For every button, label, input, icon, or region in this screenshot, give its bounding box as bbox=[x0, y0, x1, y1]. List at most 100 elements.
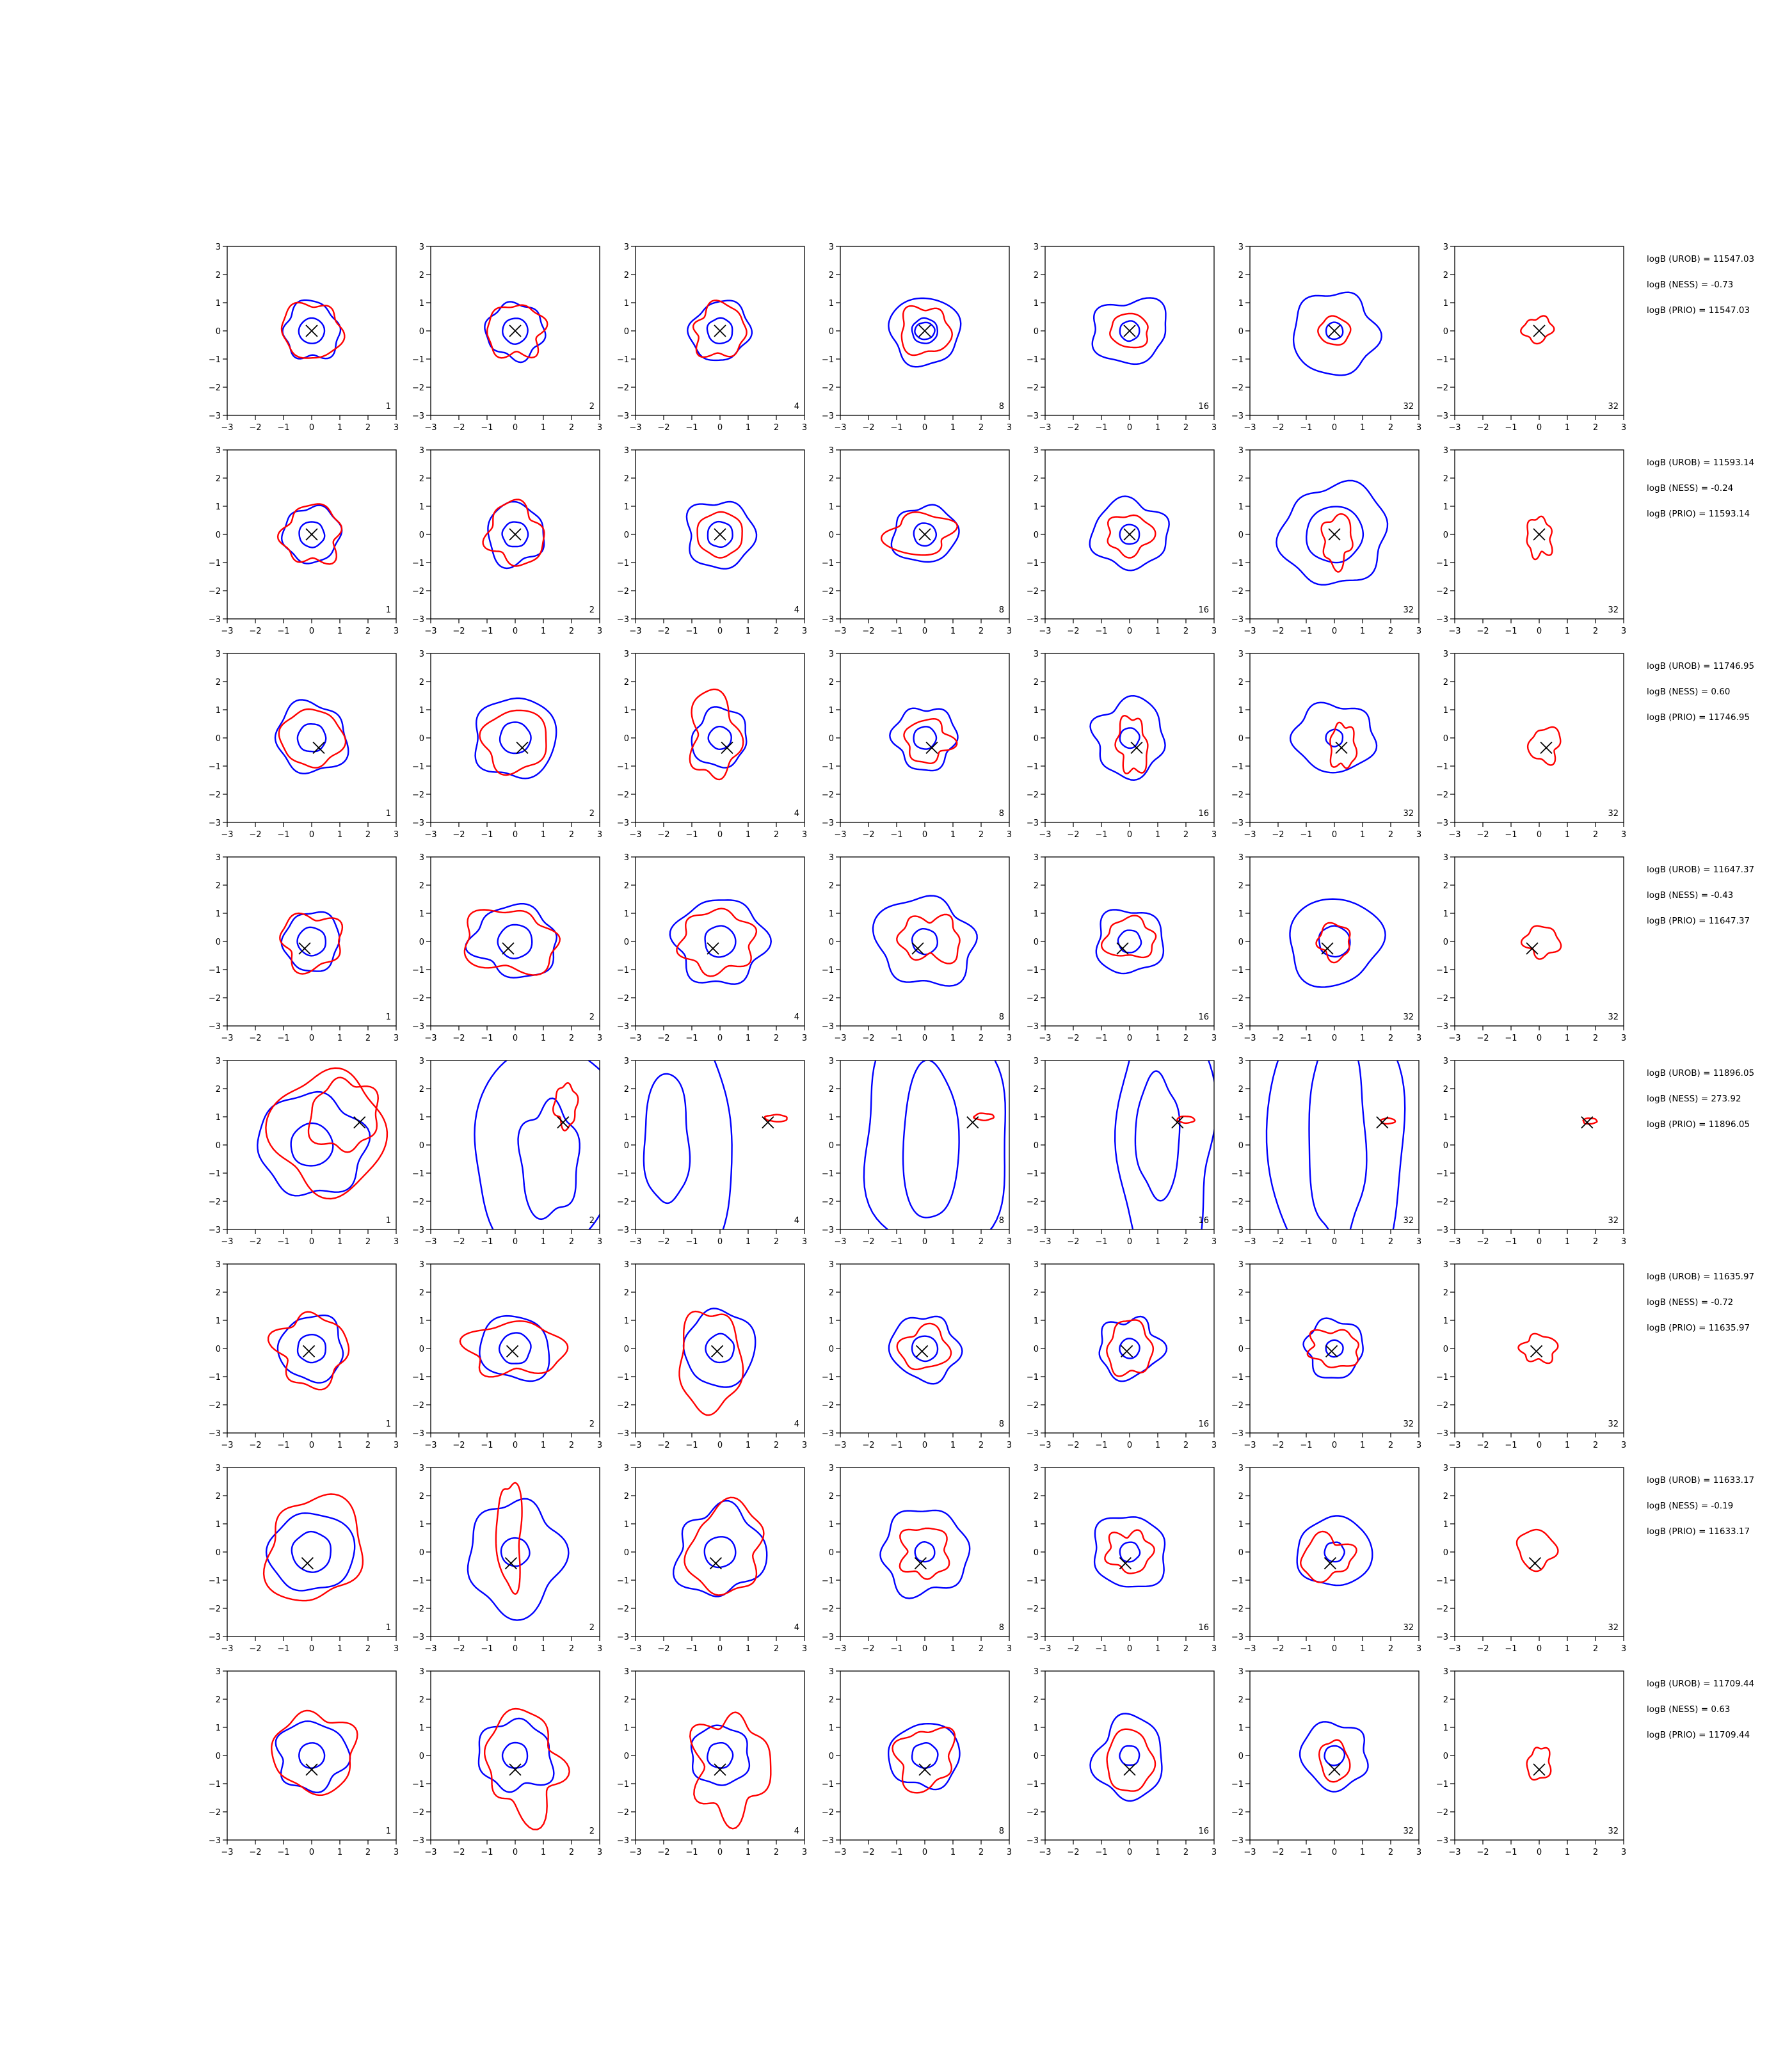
panel-r4-c4: −3 −2 −1 0 1 2 3 −3 −2 −1 0 1 2 3 8 bbox=[822, 853, 1012, 1043]
y-tick-label: 1 bbox=[624, 909, 629, 919]
y-tick-label: 0 bbox=[1238, 938, 1244, 947]
red-contour-1 bbox=[1107, 514, 1156, 559]
y-tick-label: −1 bbox=[822, 762, 834, 772]
y-tick-label: 2 bbox=[829, 1085, 834, 1094]
x-tick-label: 2 bbox=[1388, 1441, 1393, 1450]
x-marker-icon bbox=[1530, 1345, 1543, 1358]
x-tick-label: 2 bbox=[1388, 1237, 1393, 1247]
x-tick-label: −1 bbox=[277, 830, 289, 840]
y-tick-label: −3 bbox=[822, 412, 834, 421]
x-tick-label: −2 bbox=[1476, 423, 1489, 433]
x-tick-label: 0 bbox=[922, 1034, 927, 1043]
y-tick-label: −2 bbox=[412, 587, 424, 596]
x-tick-label: 3 bbox=[1416, 1034, 1421, 1043]
stat-line-1: logB (UROB) = 11647.37 bbox=[1647, 865, 1754, 875]
y-tick-label: 1 bbox=[829, 909, 834, 919]
x-tick-label: −1 bbox=[481, 1441, 493, 1450]
x-marker-icon bbox=[1533, 1763, 1546, 1776]
y-tick-label: −3 bbox=[1027, 1022, 1039, 1032]
red-contour-1 bbox=[307, 1076, 380, 1153]
axes-frame bbox=[1454, 1467, 1624, 1637]
y-tick-label: −3 bbox=[617, 1429, 629, 1439]
y-tick-label: 3 bbox=[419, 1057, 424, 1066]
x-tick-label: −3 bbox=[1448, 1034, 1460, 1043]
y-tick-label: −1 bbox=[412, 762, 424, 772]
x-tick-label: 0 bbox=[717, 423, 723, 433]
x-tick-label: −1 bbox=[685, 627, 698, 636]
panel-corner-label: 4 bbox=[794, 402, 799, 412]
x-tick-label: 3 bbox=[1007, 1034, 1012, 1043]
stat-line-1: logB (UROB) = 11896.05 bbox=[1647, 1068, 1754, 1078]
y-tick-label: 0 bbox=[216, 1752, 221, 1761]
y-tick-label: 2 bbox=[1034, 474, 1039, 484]
y-tick-label: 3 bbox=[1034, 650, 1039, 659]
blue-contour-1 bbox=[474, 697, 557, 780]
x-tick-label: 3 bbox=[1212, 1237, 1217, 1247]
red-contour-1 bbox=[486, 304, 548, 359]
x-marker-icon bbox=[1526, 942, 1539, 955]
plot-area bbox=[1520, 315, 1555, 345]
x-tick-label: −1 bbox=[1505, 1848, 1517, 1857]
blue-inner-contour-1 bbox=[1119, 524, 1140, 545]
x-tick-label: −2 bbox=[1272, 1237, 1284, 1247]
y-tick-label: −3 bbox=[1027, 1633, 1039, 1642]
x-tick-label: −1 bbox=[890, 423, 902, 433]
y-tick-label: −2 bbox=[209, 1401, 221, 1411]
x-tick-label: 0 bbox=[309, 1644, 314, 1654]
x-tick-label: 2 bbox=[979, 830, 984, 840]
y-tick-label: 1 bbox=[829, 1113, 834, 1123]
x-tick-label: 3 bbox=[802, 1644, 807, 1654]
y-tick-label: 3 bbox=[624, 1464, 629, 1473]
y-tick-label: −3 bbox=[1027, 819, 1039, 828]
red-contour-2 bbox=[265, 1067, 388, 1200]
x-tick-label: −3 bbox=[221, 1644, 233, 1654]
blue-contour-1 bbox=[265, 1512, 356, 1592]
y-tick-label: 1 bbox=[1238, 502, 1244, 512]
x-tick-label: −3 bbox=[424, 423, 436, 433]
stat-line-1: logB (UROB) = 11593.14 bbox=[1647, 458, 1754, 468]
y-tick-label: 1 bbox=[216, 1113, 221, 1123]
x-tick-label: 0 bbox=[1127, 1848, 1132, 1857]
blue-contour-1 bbox=[889, 707, 959, 772]
plot-area bbox=[484, 301, 548, 364]
y-tick-label: 1 bbox=[1443, 706, 1448, 716]
y-tick-label: 2 bbox=[1238, 1695, 1244, 1705]
x-marker-icon bbox=[557, 1116, 570, 1129]
panel-r5-c5: −3 −2 −1 0 1 2 3 −3 −2 −1 0 1 2 3 16 bbox=[1027, 1057, 1217, 1247]
y-tick-label: −1 bbox=[1436, 559, 1448, 568]
y-tick-label: −2 bbox=[412, 1401, 424, 1411]
red-contour-1 bbox=[482, 499, 545, 567]
x-tick-label: −3 bbox=[424, 1441, 436, 1450]
x-tick-label: 3 bbox=[802, 423, 807, 433]
y-tick-label: 0 bbox=[419, 734, 424, 744]
x-tick-label: 2 bbox=[1388, 627, 1393, 636]
x-tick-label: −3 bbox=[1244, 830, 1256, 840]
y-tick-label: 3 bbox=[1238, 446, 1244, 456]
panel-corner-label: 1 bbox=[386, 1216, 391, 1226]
y-tick-label: 1 bbox=[624, 1520, 629, 1530]
blue-contour-1 bbox=[690, 1724, 751, 1786]
y-tick-label: −3 bbox=[822, 615, 834, 625]
y-tick-label: −1 bbox=[617, 1780, 629, 1789]
blue-contour-1 bbox=[1302, 1317, 1364, 1379]
y-tick-label: −1 bbox=[1231, 762, 1244, 772]
x-tick-label: 0 bbox=[1537, 1237, 1542, 1247]
blue-inner-contour-1 bbox=[1119, 1541, 1141, 1563]
y-tick-label: −2 bbox=[209, 1197, 221, 1207]
y-tick-label: −2 bbox=[822, 994, 834, 1004]
y-tick-label: 2 bbox=[1238, 474, 1244, 484]
panel-r6-c6: −3 −2 −1 0 1 2 3 −3 −2 −1 0 1 2 3 32 bbox=[1231, 1260, 1421, 1450]
panel-r2-c3: −3 −2 −1 0 1 2 3 −3 −2 −1 0 1 2 3 4 bbox=[617, 446, 807, 636]
panel-r5-c1: −3 −2 −1 0 1 2 3 −3 −2 −1 0 1 2 3 1 bbox=[209, 1057, 399, 1247]
x-tick-label: −2 bbox=[452, 627, 465, 636]
x-tick-label: −1 bbox=[1300, 423, 1312, 433]
y-tick-label: −1 bbox=[617, 762, 629, 772]
x-tick-label: −3 bbox=[629, 1237, 641, 1247]
plot-area bbox=[1526, 1747, 1552, 1781]
y-tick-label: −2 bbox=[209, 1808, 221, 1818]
y-tick-label: −2 bbox=[1027, 790, 1039, 800]
x-tick-label: −3 bbox=[629, 423, 641, 433]
y-tick-label: −3 bbox=[1436, 1633, 1448, 1642]
y-tick-label: −3 bbox=[1027, 1836, 1039, 1846]
y-tick-label: 1 bbox=[216, 1520, 221, 1530]
